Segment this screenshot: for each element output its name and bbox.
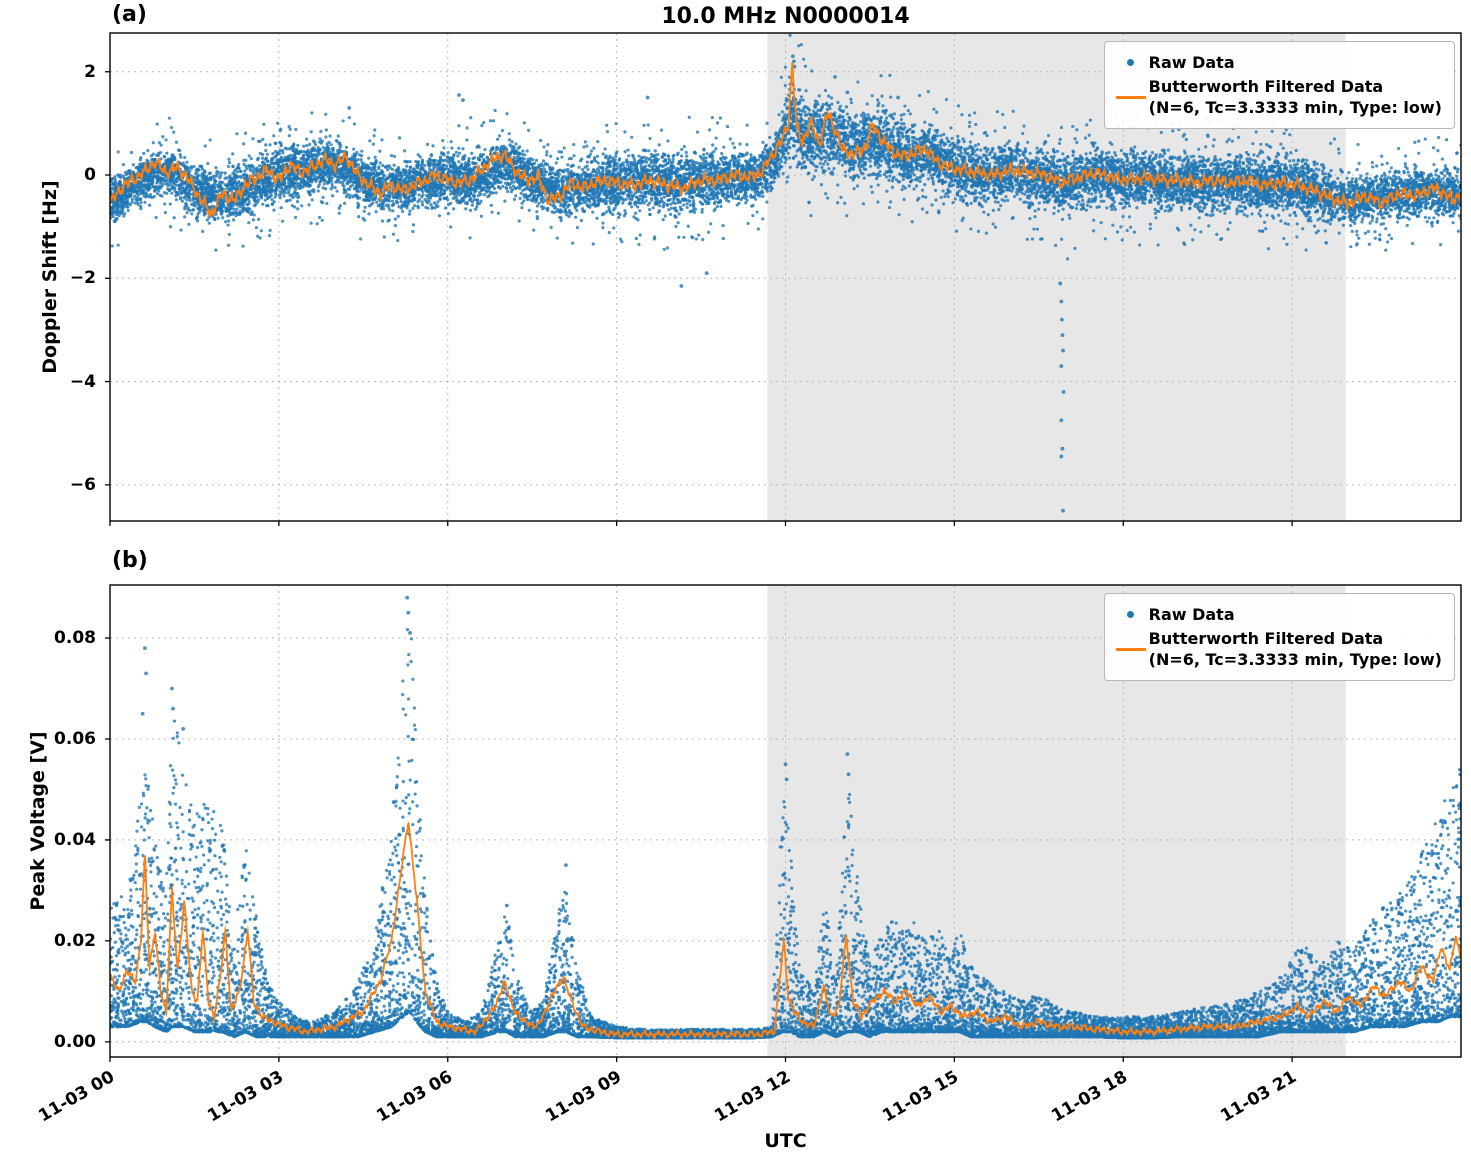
y-axis-label-voltage: Peak Voltage [V] xyxy=(27,731,49,911)
y-tick-label: 0 xyxy=(84,165,96,185)
y-tick-label: 0.04 xyxy=(54,829,96,850)
legend-entry-filtered: Butterworth Filtered Data (N=6, Tc=3.333… xyxy=(1113,628,1442,670)
y-tick-label: 0.02 xyxy=(54,930,96,951)
legend-filtered-sublabel: (N=6, Tc=3.3333 min, Type: low) xyxy=(1148,650,1442,669)
legend-panel-b: Raw Data Butterworth Filtered Data (N=6,… xyxy=(1103,593,1455,681)
legend-panel-a: Raw Data Butterworth Filtered Data (N=6,… xyxy=(1103,41,1455,129)
panel-a-tag: (a) xyxy=(112,2,147,27)
y-tick-label: −4 xyxy=(69,371,96,392)
y-tick-label: 2 xyxy=(84,61,96,82)
panel-b-tag: (b) xyxy=(112,548,148,573)
y-tick-label: −6 xyxy=(69,474,96,495)
legend-filtered-sublabel: (N=6, Tc=3.3333 min, Type: low) xyxy=(1148,98,1442,117)
y-tick-label: 0.06 xyxy=(54,728,96,749)
y-tick-label: 0.08 xyxy=(54,628,96,648)
legend-filtered-label: Butterworth Filtered Data xyxy=(1148,629,1384,648)
filtered-line-marker-icon xyxy=(1113,647,1149,651)
legend-raw-label: Raw Data xyxy=(1148,53,1235,72)
figure-title: 10.0 MHz N0000014 xyxy=(661,4,910,29)
legend-entry-raw: Raw Data xyxy=(1113,52,1442,73)
y-tick-label: 0.00 xyxy=(54,1031,96,1052)
filtered-line-marker-icon xyxy=(1113,95,1149,99)
raw-data-marker-icon xyxy=(1113,611,1149,618)
legend-entry-raw: Raw Data xyxy=(1113,604,1442,625)
y-tick-label: −2 xyxy=(69,268,96,289)
legend-raw-label: Raw Data xyxy=(1148,605,1235,624)
x-axis-label: UTC xyxy=(764,1130,807,1152)
legend-entry-filtered: Butterworth Filtered Data (N=6, Tc=3.333… xyxy=(1113,76,1442,118)
raw-data-marker-icon xyxy=(1113,59,1149,66)
legend-filtered-label: Butterworth Filtered Data xyxy=(1148,77,1384,96)
